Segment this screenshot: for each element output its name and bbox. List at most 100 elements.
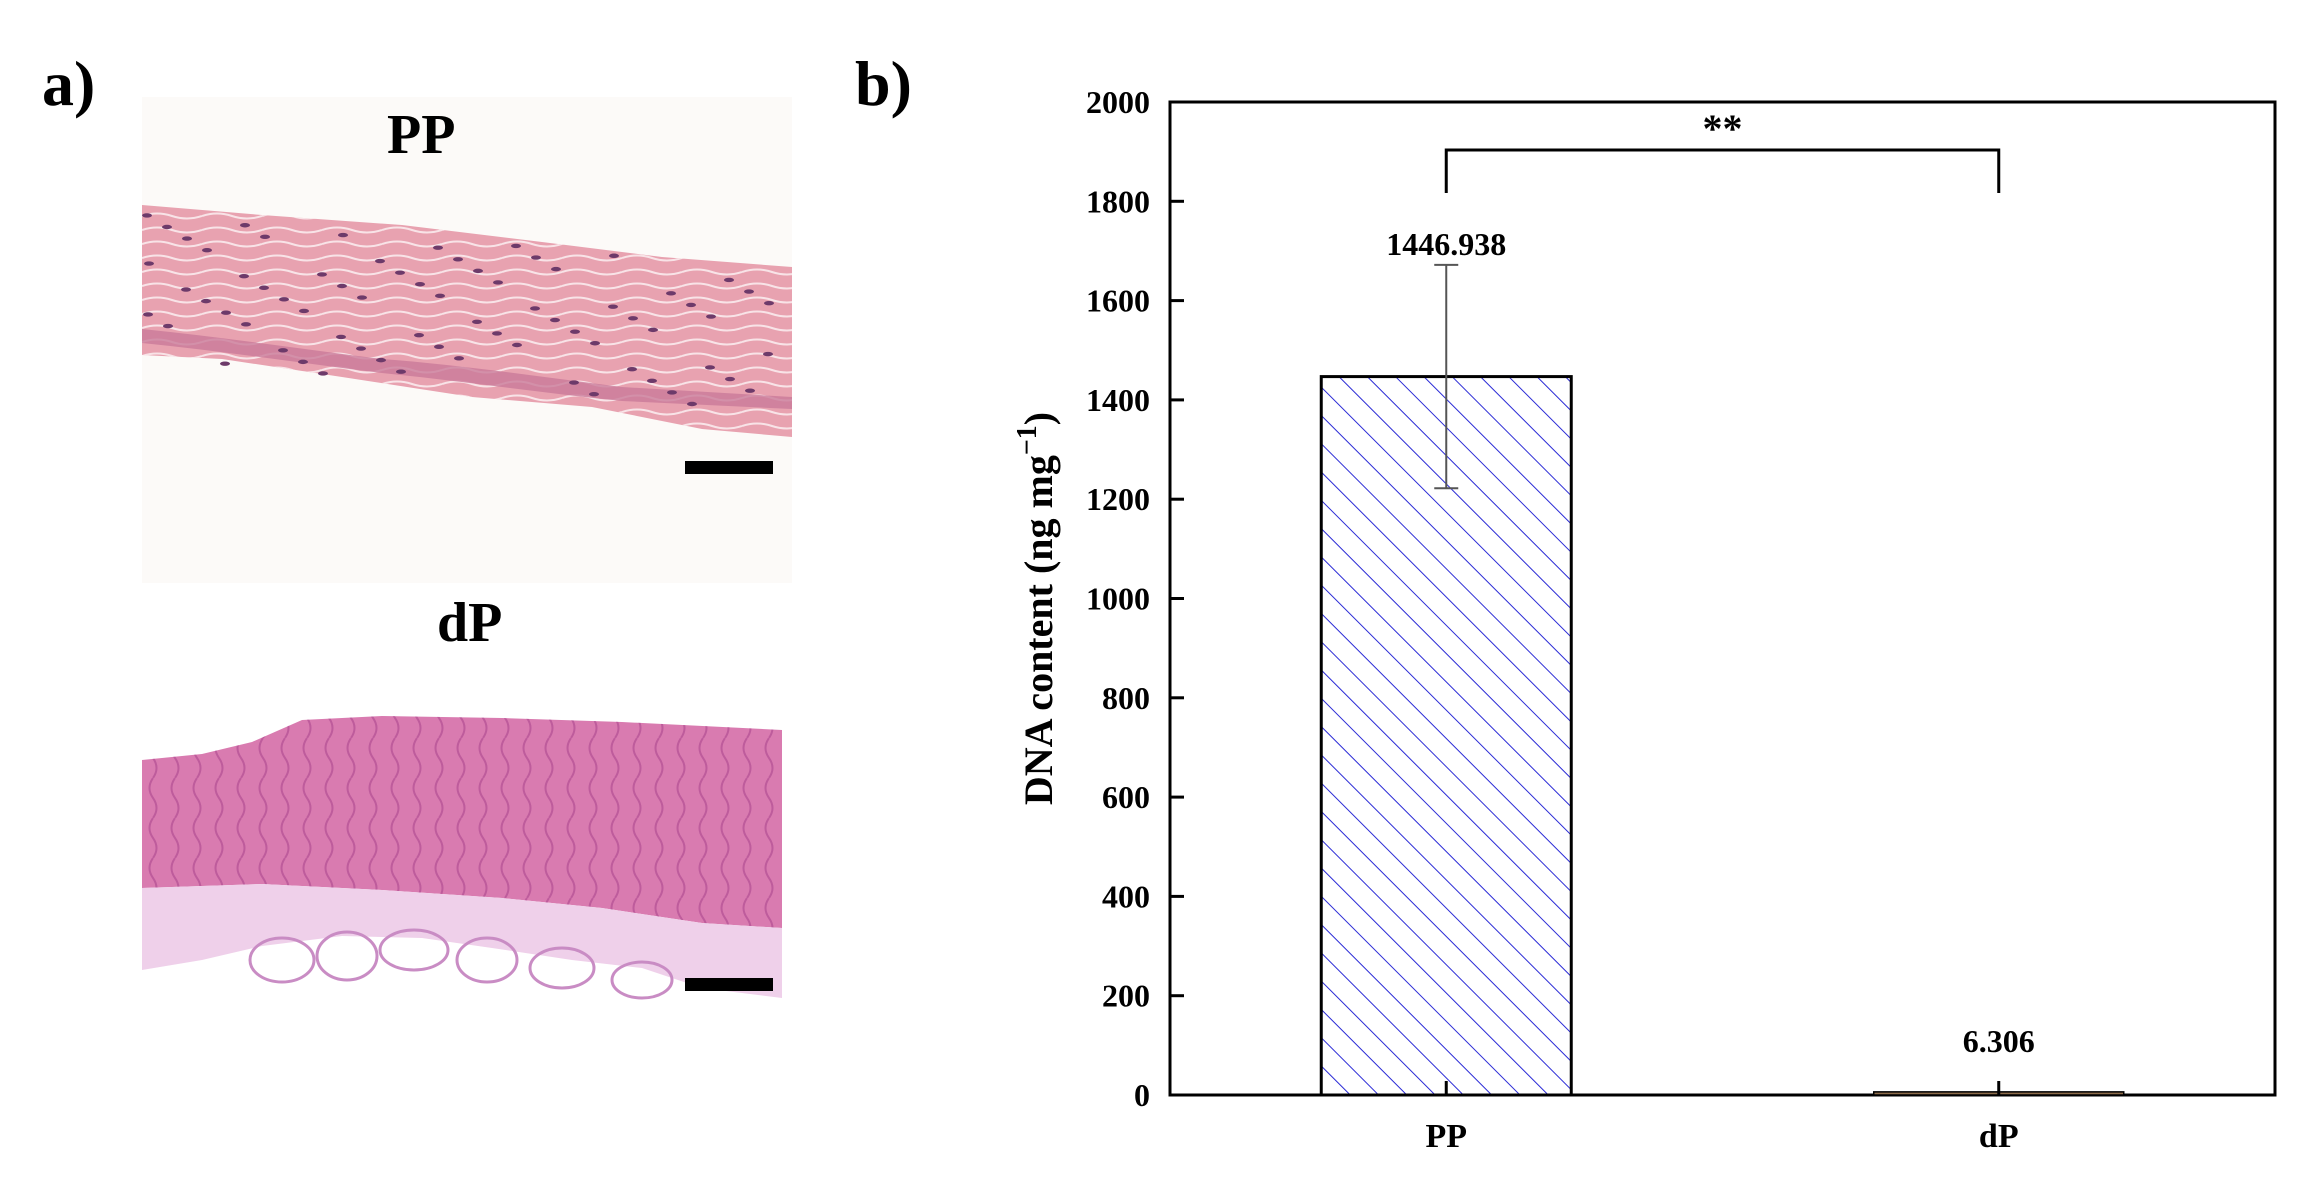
- nucleus-dot: [142, 213, 152, 218]
- significance-label: **: [1703, 106, 1743, 151]
- y-axis-label-main: DNA content (ng mg: [1016, 455, 1061, 805]
- nucleus-dot: [725, 376, 735, 382]
- significance-bracket: **: [1444, 106, 2001, 193]
- nucleus-dot: [357, 295, 367, 300]
- nucleus-dot: [318, 371, 328, 376]
- y-axis-label-sup: −1: [1012, 425, 1043, 455]
- nucleus-dot: [472, 319, 482, 324]
- nucleus-dot: [220, 361, 230, 366]
- micrograph-dp: [142, 698, 782, 1020]
- y-tick-label: 0: [1134, 1077, 1150, 1113]
- nucleus-dot: [259, 285, 269, 290]
- nucleus-dot: [745, 388, 755, 393]
- nucleus-dot: [435, 293, 445, 299]
- nucleus-dot: [241, 322, 251, 327]
- nucleus-dot: [375, 258, 385, 264]
- nucleus-dot: [667, 390, 677, 395]
- y-axis: 0 200 400 600 800 1000 1200 1400 1600 1800 2000: [1086, 84, 1184, 1113]
- y-tick-label: 2000: [1086, 84, 1150, 120]
- panel-b-letter: b): [855, 48, 912, 119]
- micrograph-pp: [142, 97, 792, 583]
- y-axis-label: DNA content (ng mg−1): [1012, 412, 1061, 805]
- nucleus-dot: [686, 302, 696, 308]
- y-tick-label: 1200: [1086, 481, 1150, 517]
- nucleus-dot: [763, 351, 773, 357]
- nucleus-dot: [260, 234, 270, 240]
- nucleus-dot: [666, 291, 676, 296]
- nucleus-dot: [396, 369, 406, 374]
- micrograph-pp-image: [142, 205, 792, 474]
- y-tick-label: 600: [1102, 779, 1150, 815]
- nucleus-dot: [317, 272, 327, 277]
- nucleus-dot: [551, 266, 561, 272]
- nucleus-dot: [512, 342, 522, 348]
- y-tick-label: 1600: [1086, 283, 1150, 319]
- nucleus-dot: [299, 308, 309, 314]
- y-tick-label: 400: [1102, 878, 1150, 914]
- nucleus-dot: [608, 304, 618, 309]
- nucleus-dot: [376, 357, 386, 363]
- value-label-dp: 6.306: [1963, 1023, 2035, 1059]
- nucleus-dot: [473, 268, 483, 274]
- nucleus-dot: [590, 341, 600, 346]
- x-tick-label-pp: PP: [1425, 1118, 1467, 1155]
- y-tick-label: 800: [1102, 680, 1150, 716]
- nucleus-dot: [493, 280, 503, 285]
- nucleus-dot: [744, 289, 754, 294]
- nucleus-dot: [627, 367, 637, 372]
- nucleus-dot: [414, 332, 424, 338]
- nucleus-dot: [511, 243, 521, 249]
- nucleus-dot: [182, 236, 192, 241]
- nucleus-dot: [434, 344, 444, 349]
- y-axis-label-close: ): [1016, 412, 1061, 425]
- nucleus-dot: [143, 312, 153, 317]
- significance-line: [1444, 148, 2001, 193]
- nucleus-dot: [278, 348, 288, 353]
- nucleus-dot: [239, 273, 249, 279]
- bar-pp: [1319, 375, 1573, 1097]
- nucleus-dot: [724, 277, 734, 283]
- nucleus-dot: [338, 232, 348, 238]
- y-tick-label: 1000: [1086, 581, 1150, 617]
- nucleus-dot: [647, 378, 657, 383]
- nucleus-dot: [706, 314, 716, 319]
- nucleus-dot: [628, 316, 638, 321]
- y-tick-label: 1800: [1086, 183, 1150, 219]
- panel-a-letter: a): [42, 48, 96, 119]
- nucleus-dot: [240, 223, 250, 228]
- nucleus-dot: [530, 306, 540, 311]
- nucleus-dot: [764, 300, 774, 306]
- nucleus-dot: [163, 323, 173, 329]
- x-tick-label-dp: dP: [1979, 1118, 2019, 1155]
- nucleus-dot: [570, 329, 580, 334]
- x-axis: PP dP: [1425, 1081, 2019, 1155]
- micrograph-dp-image: [142, 716, 782, 1000]
- nucleus-dot: [144, 261, 154, 266]
- nucleus-dot: [162, 224, 172, 230]
- nucleus-dot: [550, 317, 560, 323]
- nucleus-dot: [221, 310, 231, 315]
- value-label-pp: 1446.938: [1386, 226, 1506, 262]
- nucleus-dot: [589, 391, 599, 397]
- micrograph-dp-label: dP: [437, 592, 503, 654]
- nucleus-dot: [181, 287, 191, 292]
- nucleus-dot: [609, 253, 619, 258]
- nucleus-dot: [433, 245, 443, 250]
- nucleus-dot: [279, 297, 289, 302]
- nucleus-dot: [453, 257, 463, 262]
- nucleus-dot: [201, 298, 211, 304]
- micrograph-pp-label: PP: [387, 104, 456, 166]
- y-tick-label: 1400: [1086, 382, 1150, 418]
- nucleus-dot: [356, 346, 366, 351]
- nucleus-dot: [202, 248, 212, 253]
- nucleus-dot: [337, 283, 347, 289]
- nucleus-dot: [298, 359, 308, 365]
- nucleus-dot: [415, 282, 425, 287]
- nucleus-dot: [687, 401, 697, 407]
- bars: 1446.938 6.306: [1319, 226, 2125, 1097]
- y-tick-label: 200: [1102, 978, 1150, 1014]
- nucleus-dot: [454, 356, 464, 361]
- nucleus-dot: [531, 255, 541, 260]
- nucleus-dot: [705, 365, 715, 370]
